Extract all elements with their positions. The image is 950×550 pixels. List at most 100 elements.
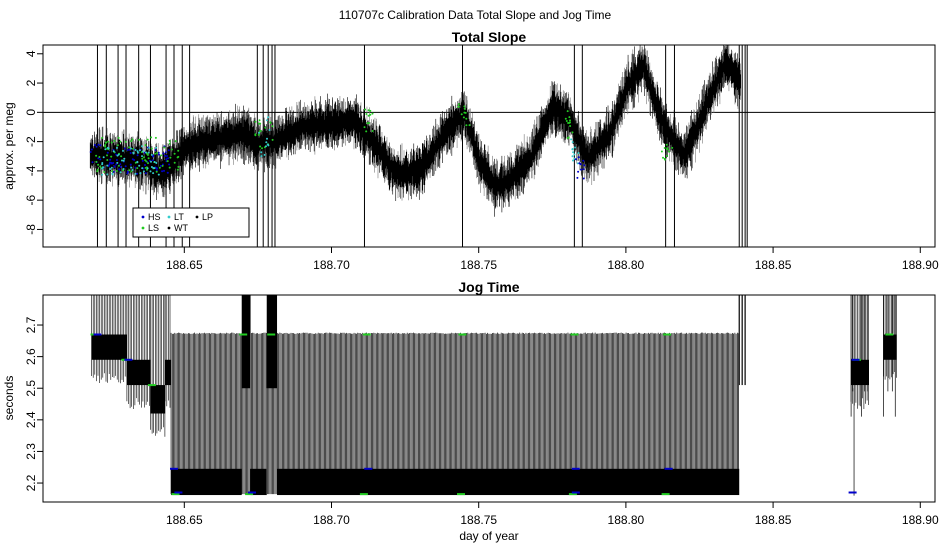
total-slope-point-hs xyxy=(158,153,160,156)
total-slope-point-hs xyxy=(115,163,118,166)
total-slope-point-ls xyxy=(371,130,374,132)
total-slope-point-ls xyxy=(569,119,571,122)
jog-time-point-ls xyxy=(661,493,670,496)
jog-time-point-hs xyxy=(571,467,580,470)
total-slope-title: Total Slope xyxy=(452,29,527,45)
total-slope-xtick-label: 188.85 xyxy=(755,258,792,272)
jog-time-xtick-label: 188.80 xyxy=(608,513,645,527)
total-slope-point-ls xyxy=(144,166,147,169)
total-slope-point-lt xyxy=(266,137,268,140)
total-slope-point-hs xyxy=(141,159,144,162)
total-slope-point-ls xyxy=(365,130,368,133)
jog-time-point-hs xyxy=(851,358,860,361)
total-slope-point-hs xyxy=(582,168,585,171)
total-slope-point-ls xyxy=(144,159,147,162)
total-slope-point-lt xyxy=(265,141,268,144)
total-slope-point-lt xyxy=(116,161,119,164)
total-slope-point-ls xyxy=(463,111,466,114)
total-slope-point-ls xyxy=(457,105,460,108)
total-slope-point-hs xyxy=(168,163,171,166)
total-slope-point-ls xyxy=(136,167,139,170)
total-slope-point-ls xyxy=(258,122,260,125)
total-slope-point-ls xyxy=(95,160,98,163)
total-slope-point-ls xyxy=(115,170,118,172)
total-slope-point-hs xyxy=(583,164,586,167)
total-slope-point-hs xyxy=(164,151,167,154)
legend-label-lt: LT xyxy=(174,212,184,222)
total-slope-point-lt xyxy=(132,151,135,154)
total-slope-point-ls xyxy=(163,146,166,149)
total-slope-point-ls xyxy=(364,108,367,111)
total-slope-point-lt xyxy=(576,162,579,165)
total-slope-ytick-label: -2 xyxy=(24,136,38,147)
total-slope-point-hs xyxy=(123,147,126,150)
total-slope-point-lt xyxy=(153,161,156,163)
jog-time-early-block xyxy=(150,385,166,414)
total-slope-point-hs xyxy=(126,172,129,175)
total-slope-point-ls xyxy=(369,113,372,116)
total-slope-point-lt xyxy=(147,151,150,154)
jog-time-point-hs xyxy=(124,358,133,361)
jog-time-early-block-hatch xyxy=(164,295,171,408)
total-slope-point-lt xyxy=(267,116,269,119)
total-slope-point-lt xyxy=(571,141,574,144)
jog-time-axes: 188.65 188.70 188.75 188.80 188.85 188.90 2.2 2… xyxy=(24,316,939,527)
total-slope-ytick-label: 2 xyxy=(24,79,38,86)
total-slope-point-lt xyxy=(570,138,573,141)
jog-time-point-hs xyxy=(93,333,102,336)
total-slope-point-lt xyxy=(146,167,149,170)
total-slope-point-hs xyxy=(159,164,162,167)
jog-time-xtick-label: 188.65 xyxy=(166,513,203,527)
jog-time-panel: Jog Time 188.65 188.70 188.75 188.80 188.85 1… xyxy=(2,279,939,543)
jog-time-dense-band xyxy=(171,468,242,496)
total-slope-point-lt xyxy=(141,167,144,170)
jog-time-ylabel: seconds xyxy=(2,376,16,421)
total-slope-point-ls xyxy=(146,138,149,141)
total-slope-point-ls xyxy=(110,141,113,144)
total-slope-point-ls xyxy=(564,117,567,120)
figure-title: 110707c Calibration Data Total Slope and… xyxy=(339,8,612,22)
total-slope-point-ls xyxy=(463,107,466,110)
total-slope-point-ls xyxy=(154,152,157,155)
total-slope-point-hs xyxy=(155,167,158,170)
total-slope-point-lt xyxy=(122,168,125,170)
total-slope-point-ls xyxy=(143,156,145,159)
total-slope-point-lt xyxy=(112,150,115,153)
total-slope-point-hs xyxy=(118,168,121,171)
total-slope-point-hs xyxy=(113,165,116,168)
total-slope-point-lt xyxy=(106,173,109,176)
total-slope-point-hs xyxy=(582,159,585,162)
legend-marker-hs xyxy=(141,215,145,219)
legend-box xyxy=(132,207,250,238)
total-slope-point-hs xyxy=(151,159,154,162)
total-slope-point-ls xyxy=(663,157,666,160)
total-slope-point-lt xyxy=(119,171,122,174)
total-slope-point-hs xyxy=(126,170,129,173)
total-slope-point-hs xyxy=(99,144,102,147)
total-slope-point-hs xyxy=(126,149,129,151)
total-slope-point-hs xyxy=(155,169,158,172)
total-slope-point-lt xyxy=(104,148,107,151)
total-slope-point-lt xyxy=(130,166,133,169)
total-slope-point-ls xyxy=(141,157,144,160)
total-slope-point-ls xyxy=(98,156,101,158)
total-slope-point-ls xyxy=(177,165,180,168)
total-slope-point-ls xyxy=(365,113,368,115)
total-slope-point-ls xyxy=(166,160,169,163)
total-slope-point-hs xyxy=(91,161,94,164)
total-slope-point-hs xyxy=(154,149,157,151)
total-slope-point-lt xyxy=(574,146,577,149)
total-slope-point-lt xyxy=(148,146,151,149)
total-slope-ylabel: approx. per meg xyxy=(2,102,16,189)
total-slope-point-ls xyxy=(119,140,122,143)
total-slope-point-lt xyxy=(101,162,104,164)
total-slope-point-hs xyxy=(577,170,580,173)
jog-time-point-ls xyxy=(457,493,465,496)
total-slope-point-lt xyxy=(152,172,155,175)
jog-time-point-ls xyxy=(570,333,579,336)
total-slope-point-hs xyxy=(576,176,579,179)
total-slope-point-lt xyxy=(136,161,139,164)
jog-time-point-hs xyxy=(174,491,183,494)
total-slope-point-ls xyxy=(468,124,471,127)
total-slope-point-ls xyxy=(147,162,149,165)
